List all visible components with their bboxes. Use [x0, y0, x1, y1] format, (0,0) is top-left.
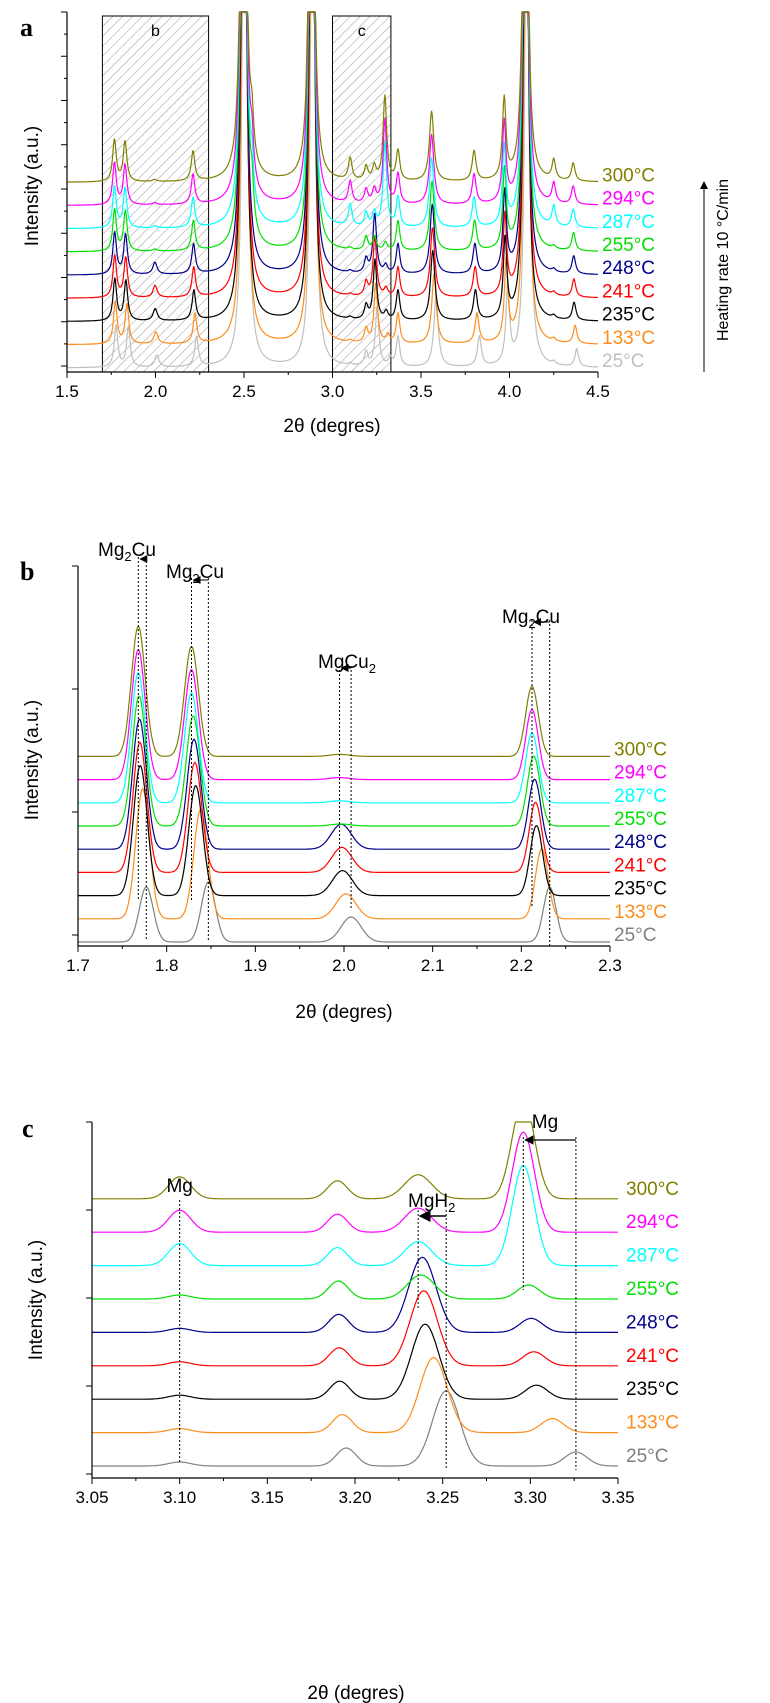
legend-label: 294°C [626, 1212, 679, 1233]
zoom-box-label: b [151, 23, 160, 40]
x-tick-label: 4.0 [498, 382, 522, 401]
x-tick-label: 2.0 [332, 956, 356, 975]
panel-b: 1.7 1.8 1.9 2.0 2.1 2.2 2.3 Mg2Cu Mg2Cu MgCu2 Mg2… [22, 540, 667, 1023]
x-tick-label: 3.05 [75, 1488, 108, 1507]
legend-label: 287°C [626, 1246, 679, 1267]
legend-label: 133°C [626, 1413, 679, 1434]
series-line-294C [67, 11, 599, 206]
legend-label: 287°C [614, 786, 667, 807]
panel-c: 3.05 3.10 3.15 3.20 3.25 3.30 3.35 Mg MgH2 Mg 2θ… [26, 1112, 679, 1703]
x-tick-label: 2.5 [232, 382, 256, 401]
peak-annotation: Mg2Cu [98, 540, 156, 564]
legend-label: 248°C [602, 258, 655, 279]
legend-label: 248°C [626, 1312, 679, 1333]
panel-b-xlabel: 2θ (degres) [295, 1002, 392, 1023]
legend-label: 25°C [614, 925, 656, 946]
legend-label: 255°C [602, 235, 655, 256]
series-line-133C [78, 788, 610, 920]
panel-a-ylabel: Intensity (a.u.) [22, 126, 43, 246]
panel-letter-c: c [22, 1114, 34, 1143]
legend-label: 235°C [614, 879, 667, 900]
heating-rate-note: Heating rate 10 °C/min [715, 179, 732, 341]
x-tick-label: 3.30 [514, 1488, 547, 1507]
x-tick-label: 1.9 [244, 956, 268, 975]
x-tick-label: 3.20 [338, 1488, 371, 1507]
panel-letter-b: b [20, 557, 34, 586]
x-tick-label: 3.5 [409, 382, 433, 401]
series-line-235C [78, 765, 610, 897]
legend-label: 241°C [614, 855, 667, 876]
legend-label: 287°C [602, 212, 655, 233]
peak-annotation: Mg [532, 1112, 558, 1133]
series-line-235C [92, 1323, 618, 1400]
series-line-255C [92, 1274, 618, 1300]
panel-a-xlabel: 2θ (degres) [283, 416, 380, 437]
legend-label: 25°C [602, 351, 644, 372]
legend-label: 25°C [626, 1446, 668, 1467]
series-line-300C [78, 625, 610, 757]
zoom-box-b [101, 15, 210, 373]
x-tick-label: 3.25 [426, 1488, 459, 1507]
panel-letter-a: a [20, 13, 33, 42]
series-line-133C [67, 11, 599, 345]
legend-label: 294°C [614, 763, 667, 784]
legend-label: 133°C [602, 328, 655, 349]
x-tick-label: 1.5 [55, 382, 79, 401]
series-line-248C [67, 11, 598, 276]
legend-label: 300°C [626, 1179, 679, 1200]
x-tick-label: 1.7 [66, 956, 90, 975]
x-tick-label: 3.15 [251, 1488, 284, 1507]
x-tick-label: 3.10 [163, 1488, 196, 1507]
series-line-25C [78, 881, 610, 943]
legend-label: 300°C [602, 165, 655, 186]
legend-label: 248°C [614, 832, 667, 853]
x-tick-label: 2.3 [598, 956, 622, 975]
peak-annotation: Mg2Cu [502, 607, 560, 631]
legend-label: 241°C [626, 1346, 679, 1367]
legend-label: 235°C [626, 1379, 679, 1400]
series-line-248C [78, 718, 610, 850]
peak-annotation: Mg2Cu [166, 562, 224, 586]
x-tick-label: 2.0 [144, 382, 168, 401]
series-line-241C [78, 741, 610, 873]
series-line-133C [92, 1357, 618, 1434]
x-tick-label: 1.8 [155, 956, 179, 975]
series-line-294C [92, 1131, 618, 1233]
peak-annotation: Mg [166, 1176, 192, 1197]
series-line-255C [67, 11, 598, 253]
x-tick-label: 4.5 [586, 382, 610, 401]
zoom-box-label: c [358, 23, 366, 40]
legend-label: 255°C [626, 1279, 679, 1300]
legend-label: 300°C [614, 739, 667, 760]
peak-annotation: MgH2 [408, 1191, 455, 1215]
series-line-235C [67, 11, 598, 322]
legend-label: 133°C [614, 902, 667, 923]
series-line-300C [67, 11, 599, 183]
panel-c-ylabel: Intensity (a.u.) [26, 1240, 47, 1360]
panel-a: b c 1.5 2.0 2.5 3.0 3.5 4.0 4.5 2θ (degres) Int… [22, 11, 732, 437]
series-line-287C [92, 1165, 618, 1267]
x-tick-label: 2.1 [421, 956, 445, 975]
x-tick-label: 3.35 [601, 1488, 634, 1507]
peak-annotation: MgCu2 [318, 652, 376, 676]
panel-c-xlabel: 2θ (degres) [307, 1683, 404, 1703]
series-line-294C [78, 649, 610, 781]
legend-label: 294°C [602, 189, 655, 210]
series-line-287C [78, 672, 610, 804]
x-tick-label: 2.2 [510, 956, 534, 975]
legend-label: 255°C [614, 809, 667, 830]
series-line-241C [67, 11, 598, 299]
series-line-287C [67, 11, 599, 229]
x-tick-label: 3.0 [321, 382, 345, 401]
series-line-25C [92, 1390, 618, 1467]
legend-label: 241°C [602, 281, 655, 302]
series-line-300C [92, 1121, 618, 1200]
legend-label: 235°C [602, 305, 655, 326]
panel-b-ylabel: Intensity (a.u.) [22, 700, 43, 820]
series-line-255C [78, 695, 610, 827]
